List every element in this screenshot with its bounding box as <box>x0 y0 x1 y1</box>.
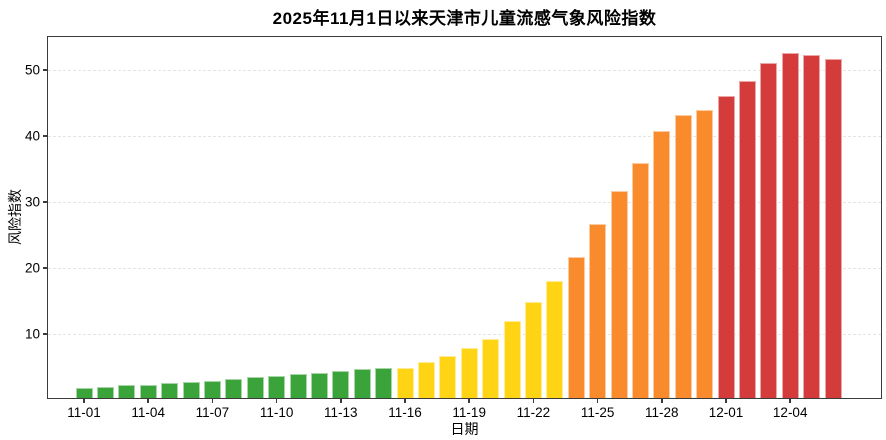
y-tick-mark-30 <box>43 201 48 203</box>
x-tick-mark-11-16 <box>404 398 406 403</box>
y-tick-mark-40 <box>43 135 48 137</box>
gridline-y-10 <box>48 334 881 335</box>
bar-11-01 <box>75 388 93 398</box>
bar-11-09 <box>246 376 264 398</box>
x-tick-label-11-07: 11-07 <box>195 405 230 420</box>
x-tick-mark-11-19 <box>468 398 470 403</box>
gridline-y-30 <box>48 202 881 203</box>
bar-12-06 <box>824 58 842 398</box>
x-tick-mark-12-01 <box>725 398 727 403</box>
bar-11-17 <box>417 361 435 398</box>
plot-area: 10 20 30 40 50 11-01 11-04 11-07 11-10 11-13 11-16… <box>25 36 882 420</box>
bar-11-12 <box>310 372 328 398</box>
bar-12-01 <box>717 95 735 398</box>
y-tick-mark-20 <box>43 267 48 269</box>
x-tick-mark-11-07 <box>211 398 214 403</box>
x-tick-label-12-04: 12-04 <box>772 405 808 420</box>
bar-11-10 <box>268 375 286 398</box>
bar-12-02 <box>738 81 756 398</box>
y-tick-mark-10 <box>43 333 48 335</box>
bar-11-16 <box>396 367 414 398</box>
bar-11-25 <box>589 224 607 398</box>
bar-11-27 <box>631 163 649 398</box>
bar-11-19 <box>460 347 478 398</box>
bar-11-18 <box>439 356 457 398</box>
bar-11-24 <box>567 256 585 398</box>
x-tick-label-11-25: 11-25 <box>580 405 615 420</box>
x-tick-mark-11-10 <box>275 398 278 403</box>
x-tick-label-11-19: 11-19 <box>452 405 486 420</box>
y-tick-label-50: 50 <box>24 62 40 78</box>
bar-11-30 <box>696 109 714 398</box>
bar-11-11 <box>289 374 307 398</box>
bar-12-05 <box>803 55 821 398</box>
x-tick-mark-11-04 <box>147 398 149 403</box>
x-tick-mark-11-28 <box>661 398 663 403</box>
x-tick-mark-11-13 <box>340 398 342 403</box>
x-tick-label-12-01: 12-01 <box>708 405 744 420</box>
x-tick-mark-12-04 <box>789 398 791 403</box>
bar-11-20 <box>482 338 500 398</box>
bar-12-04 <box>781 53 799 398</box>
bar-11-28 <box>653 130 671 398</box>
y-tick-label-40: 40 <box>24 128 40 144</box>
y-tick-label-20: 20 <box>24 260 40 276</box>
y-tick-label-30: 30 <box>24 194 40 210</box>
x-tick-label-11-22: 11-22 <box>516 405 551 420</box>
bar-11-23 <box>546 280 564 398</box>
x-axis-label: 日期 <box>450 421 479 437</box>
bar-11-29 <box>674 114 692 398</box>
bar-11-02 <box>96 387 114 398</box>
x-tick-mark-11-22 <box>532 398 535 403</box>
y-tick-mark-50 <box>43 69 48 71</box>
bar-11-03 <box>118 385 136 398</box>
x-tick-label-11-10: 11-10 <box>259 405 294 420</box>
y-axis-label: 风险指数 <box>7 189 23 245</box>
bar-11-14 <box>353 368 371 398</box>
bar-12-03 <box>760 62 778 398</box>
bar-11-15 <box>375 368 393 398</box>
x-tick-label-11-13: 11-13 <box>324 405 358 420</box>
x-tick-mark-11-25 <box>596 398 599 403</box>
x-tick-label-11-04: 11-04 <box>131 405 165 420</box>
bar-11-21 <box>503 320 521 398</box>
gridline-y-40 <box>48 136 881 137</box>
y-tick-label-10: 10 <box>24 326 40 342</box>
bar-11-08 <box>225 378 243 398</box>
bar-11-22 <box>524 302 542 398</box>
bar-11-26 <box>610 191 628 398</box>
gridline-y-20 <box>48 268 881 269</box>
gridline-y-50 <box>48 70 881 71</box>
bar-11-04 <box>139 385 157 398</box>
bar-11-05 <box>161 383 179 398</box>
chart-title: 2025年11月1日以来天津市儿童流感气象风险指数 <box>272 9 657 28</box>
bar-11-13 <box>332 370 350 398</box>
bar-11-07 <box>203 380 221 398</box>
x-tick-label-11-16: 11-16 <box>388 405 422 420</box>
x-tick-mark-11-01 <box>83 398 85 403</box>
x-tick-label-11-01: 11-01 <box>67 405 101 420</box>
x-tick-label-11-28: 11-28 <box>645 405 679 420</box>
bar-11-06 <box>182 381 200 398</box>
